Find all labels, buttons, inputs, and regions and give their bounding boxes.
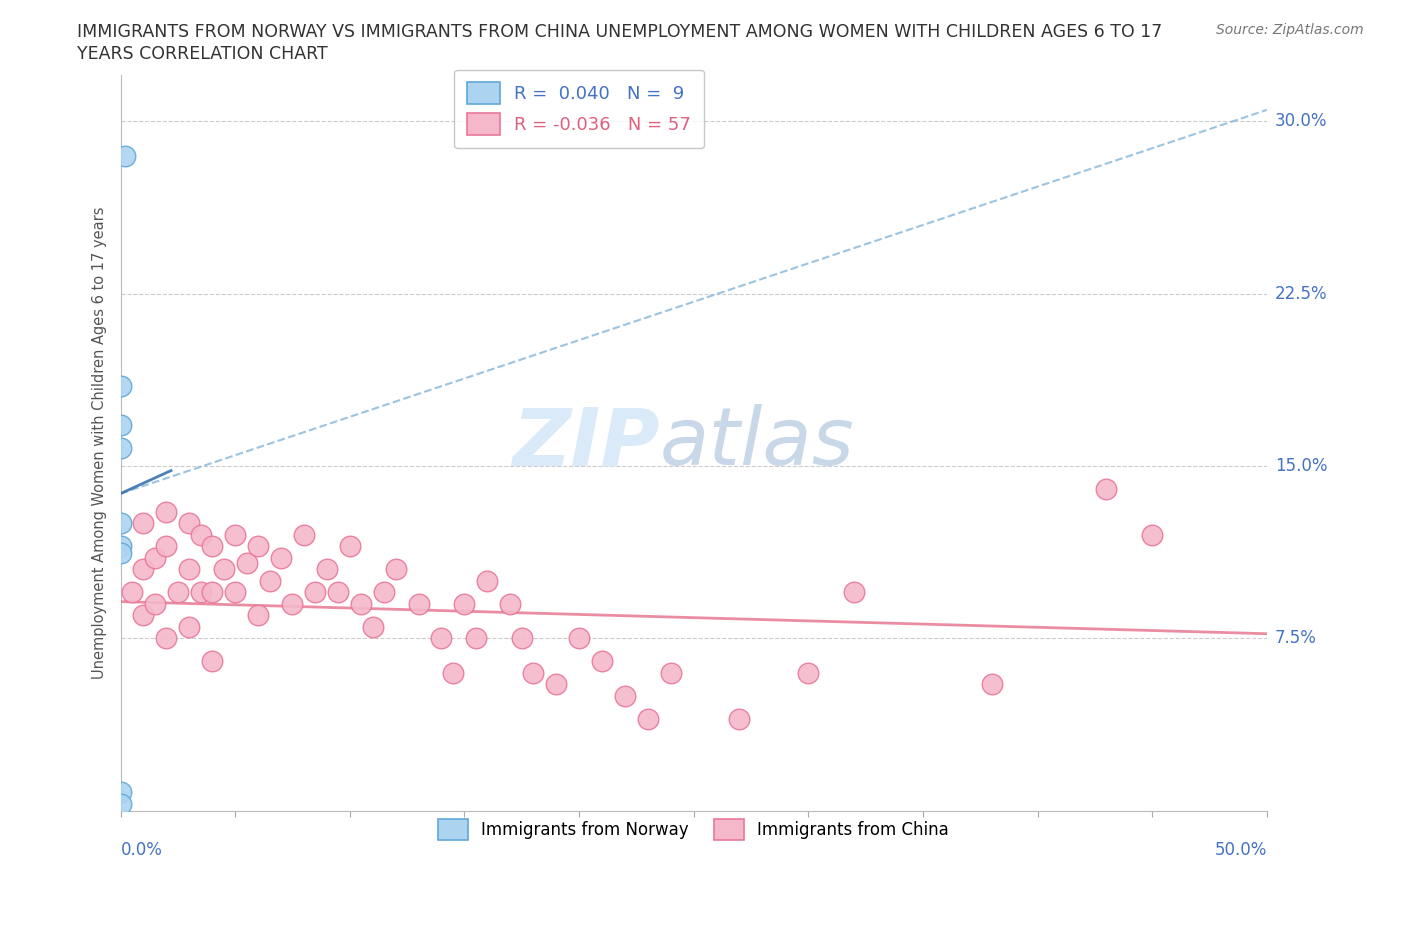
Text: Source: ZipAtlas.com: Source: ZipAtlas.com	[1216, 23, 1364, 37]
Point	[190, 527, 212, 542]
Point	[1095, 482, 1118, 497]
Point	[155, 505, 177, 520]
Point	[477, 574, 499, 589]
Text: 7.5%: 7.5%	[1275, 630, 1317, 647]
Point	[1140, 527, 1163, 542]
Point	[292, 527, 315, 542]
Point	[546, 677, 568, 692]
Point	[110, 785, 132, 800]
Point	[328, 585, 350, 600]
Point	[659, 665, 682, 680]
Point	[121, 585, 143, 600]
Point	[110, 539, 132, 554]
Point	[132, 562, 155, 577]
Point	[190, 585, 212, 600]
Point	[568, 631, 591, 645]
Point	[728, 711, 751, 726]
Point	[980, 677, 1002, 692]
Point	[110, 418, 132, 432]
Point	[110, 516, 132, 531]
Point	[842, 585, 865, 600]
Point	[110, 379, 132, 393]
Point	[110, 440, 132, 455]
Point	[510, 631, 533, 645]
Point	[464, 631, 486, 645]
Point	[224, 585, 246, 600]
Point	[453, 596, 475, 611]
Point	[247, 539, 270, 554]
Point	[235, 555, 257, 570]
Point	[430, 631, 453, 645]
Point	[339, 539, 361, 554]
Point	[224, 527, 246, 542]
Point	[361, 619, 384, 634]
Point	[201, 539, 224, 554]
Point	[637, 711, 659, 726]
Point	[114, 149, 136, 164]
Point	[132, 608, 155, 623]
Point	[201, 654, 224, 669]
Point	[591, 654, 613, 669]
Point	[259, 574, 281, 589]
Text: YEARS CORRELATION CHART: YEARS CORRELATION CHART	[77, 45, 328, 62]
Point	[499, 596, 522, 611]
Point	[143, 551, 166, 565]
Point	[613, 688, 636, 703]
Point	[179, 562, 201, 577]
Point	[212, 562, 235, 577]
Point	[441, 665, 464, 680]
Point	[270, 551, 292, 565]
Point	[797, 665, 820, 680]
Point	[166, 585, 188, 600]
Point	[155, 631, 177, 645]
Legend: Immigrants from Norway, Immigrants from China: Immigrants from Norway, Immigrants from …	[432, 813, 956, 846]
Point	[522, 665, 544, 680]
Point	[201, 585, 224, 600]
Text: ZIP: ZIP	[512, 404, 659, 482]
Text: 22.5%: 22.5%	[1275, 285, 1327, 302]
Point	[373, 585, 395, 600]
Point	[408, 596, 430, 611]
Text: 50.0%: 50.0%	[1215, 842, 1267, 859]
Point	[179, 516, 201, 531]
Text: 30.0%: 30.0%	[1275, 113, 1327, 130]
Text: 15.0%: 15.0%	[1275, 457, 1327, 475]
Point	[155, 539, 177, 554]
Point	[247, 608, 270, 623]
Point	[143, 596, 166, 611]
Text: IMMIGRANTS FROM NORWAY VS IMMIGRANTS FROM CHINA UNEMPLOYMENT AMONG WOMEN WITH CH: IMMIGRANTS FROM NORWAY VS IMMIGRANTS FRO…	[77, 23, 1163, 41]
Point	[350, 596, 373, 611]
Point	[315, 562, 337, 577]
Point	[132, 516, 155, 531]
Point	[281, 596, 304, 611]
Text: atlas: atlas	[659, 404, 853, 482]
Point	[304, 585, 326, 600]
Point	[179, 619, 201, 634]
Y-axis label: Unemployment Among Women with Children Ages 6 to 17 years: Unemployment Among Women with Children A…	[93, 206, 107, 679]
Point	[110, 796, 132, 811]
Point	[384, 562, 406, 577]
Text: 0.0%: 0.0%	[121, 842, 163, 859]
Point	[110, 546, 132, 561]
